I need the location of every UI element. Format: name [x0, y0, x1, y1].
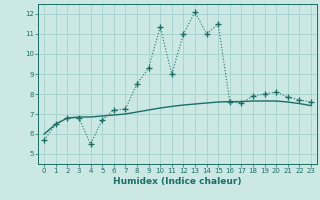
X-axis label: Humidex (Indice chaleur): Humidex (Indice chaleur): [113, 177, 242, 186]
